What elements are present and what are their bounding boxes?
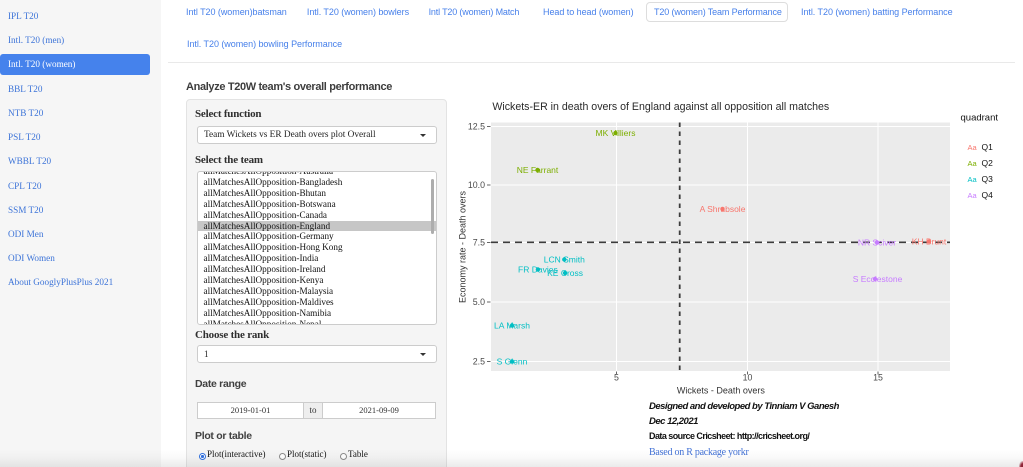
svg-text:S Glenn: S Glenn [497, 357, 528, 367]
svg-text:NE Farrant: NE Farrant [517, 165, 559, 175]
svg-text:quadrant: quadrant [961, 112, 999, 123]
svg-text:Wickets - Death overs: Wickets - Death overs [677, 386, 766, 396]
svg-text:Q1: Q1 [982, 142, 994, 152]
svg-text:LA Marsh: LA Marsh [494, 321, 530, 331]
svg-text:10: 10 [743, 373, 753, 383]
svg-text:Aa: Aa [968, 143, 978, 152]
svg-text:A Shrubsole: A Shrubsole [700, 204, 746, 214]
svg-text:NR Sciver: NR Sciver [858, 238, 896, 248]
svg-text:LCN Smith: LCN Smith [544, 255, 585, 265]
svg-text:Aa: Aa [968, 175, 978, 184]
svg-text:10.0: 10.0 [468, 180, 485, 190]
svg-text:Economy rate - Death overs: Economy rate - Death overs [458, 190, 468, 303]
svg-text:Q4: Q4 [982, 190, 994, 200]
svg-text:KH Brunt: KH Brunt [912, 237, 947, 247]
svg-text:S Ecclestone: S Ecclestone [853, 274, 903, 284]
svg-text:Q3: Q3 [982, 174, 994, 184]
svg-text:7.5: 7.5 [473, 238, 485, 248]
svg-text:5: 5 [614, 373, 619, 383]
svg-text:15: 15 [873, 373, 883, 383]
svg-text:Aa: Aa [968, 191, 978, 200]
svg-text:MK Villiers: MK Villiers [596, 128, 636, 138]
svg-text:Aa: Aa [968, 159, 978, 168]
svg-text:Wickets-ER in death overs of E: Wickets-ER in death overs of England aga… [492, 101, 829, 113]
svg-text:Q2: Q2 [982, 158, 994, 168]
svg-text:12.5: 12.5 [468, 122, 485, 132]
svg-text:5.0: 5.0 [473, 297, 485, 307]
svg-text:FR Davies: FR Davies [518, 265, 558, 275]
svg-text:2.5: 2.5 [473, 357, 485, 367]
svg-text:KE Cross: KE Cross [547, 268, 583, 278]
